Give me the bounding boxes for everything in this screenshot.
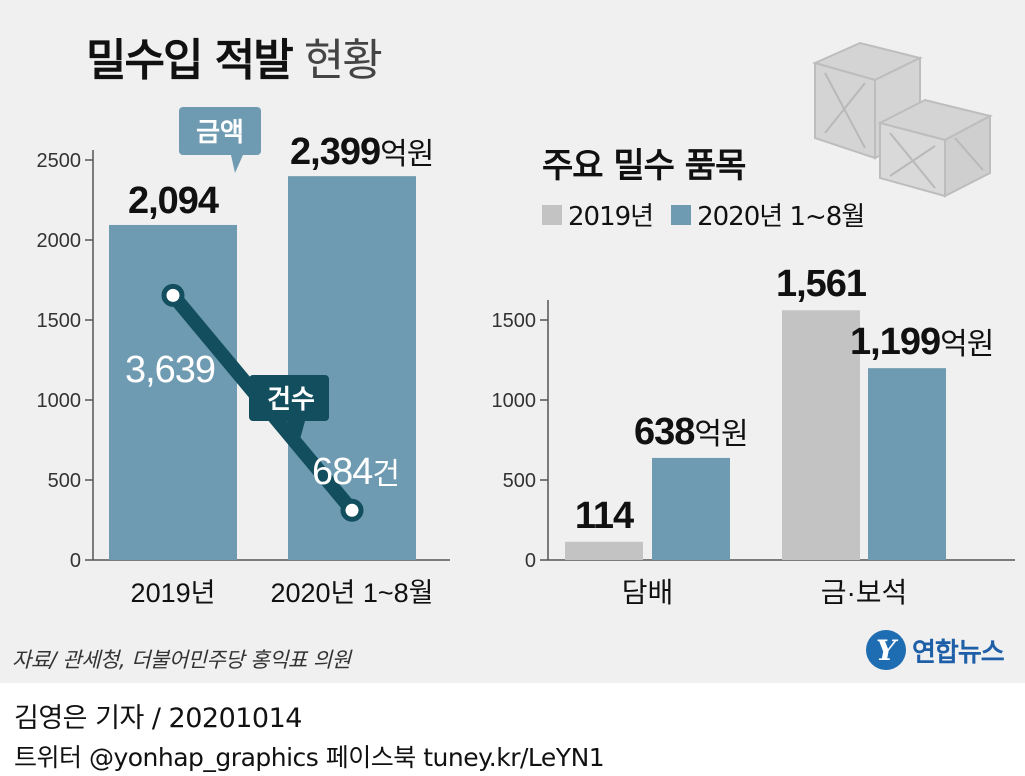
legend-item-2019: 2019년 [542, 196, 654, 233]
chart2-title: 주요 밀수 품목 [542, 146, 746, 186]
y-tick-label: 0 [70, 550, 81, 572]
badge-amount-label: 금액 [196, 117, 244, 147]
bar [868, 368, 946, 560]
bar-value-label: 2,399억원 [290, 131, 433, 173]
count-label: 3,639 [125, 349, 215, 391]
social-links: 트위터 @yonhap_graphics 페이스북 tuney.kr/LeYN1 [14, 743, 605, 772]
legend-label-2020: 2020년 1~8월 [697, 202, 865, 232]
bar [782, 310, 860, 560]
badge-amount-bubble [179, 107, 261, 173]
badge-count-label: 건수 [267, 384, 315, 414]
byline: 김영은 기자 / 20201014 [14, 703, 302, 734]
title-light: 현황 [303, 35, 383, 86]
bar-value-label: 638억원 [634, 411, 748, 453]
logo-name: 연합뉴스 [912, 637, 1005, 668]
chart-smuggling-overview: 0 500 1000 1500 2000 2500 2019년 2020년 1~8월 2,094… [37, 107, 450, 608]
title-bold: 밀수입 적발 [86, 35, 294, 86]
x-tick-label: 2019년 [131, 578, 216, 608]
badge-count-bubble [249, 375, 329, 443]
bar [288, 176, 416, 560]
page-title: 밀수입 적발 현황 [86, 24, 383, 88]
y-tick-label: 500 [503, 470, 536, 492]
legend-swatch-2020 [671, 204, 692, 225]
count-point [161, 283, 185, 307]
legend-item-2020: 2020년 1~8월 [671, 196, 865, 233]
logo-mark: Y [866, 630, 906, 670]
y-tick-label: 1000 [492, 390, 537, 412]
legend-label-2019: 2019년 [568, 202, 654, 232]
yonhap-logo: Y 연합뉴스 [866, 630, 1005, 670]
bar-value-label: 2,094 [128, 180, 219, 222]
chart2-legend: 2019년 2020년 1~8월 [542, 196, 874, 233]
y-tick-label: 500 [48, 470, 81, 492]
x-tick-label: 2020년 1~8월 [270, 578, 433, 608]
y-tick-label: 2500 [37, 150, 82, 172]
y-tick-label: 0 [525, 550, 536, 572]
crates-illustration [812, 41, 993, 198]
y-tick-label: 1000 [37, 390, 82, 412]
legend-swatch-2019 [542, 204, 562, 225]
count-point [340, 498, 364, 522]
bar [652, 457, 730, 560]
bar [109, 224, 237, 560]
bar [565, 541, 643, 560]
bar-value-label: 1,199억원 [850, 321, 993, 363]
bar-value-label: 1,561 [776, 263, 867, 305]
x-tick-label: 금·보석 [821, 577, 908, 608]
source-note: 자료/ 관세청, 더불어민주당 홍익표 의원 [12, 648, 351, 672]
y-tick-label: 2000 [37, 230, 82, 252]
y-tick-label: 1500 [37, 310, 82, 332]
y-tick-label: 1500 [492, 310, 537, 332]
x-tick-label: 담배 [622, 577, 674, 608]
bar-value-label: 114 [575, 495, 634, 537]
count-label: 684건 [312, 451, 399, 493]
